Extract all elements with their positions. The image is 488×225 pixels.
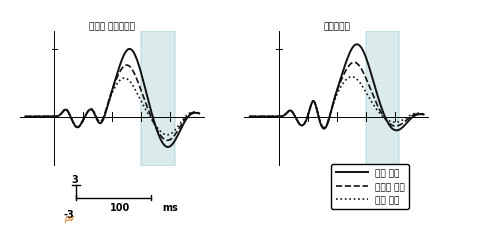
Text: -3: -3 [64,209,75,220]
Text: 3: 3 [71,174,78,184]
Text: ms: ms [162,202,178,212]
Text: 100: 100 [110,202,131,212]
Title: 분열형 인격성향군: 분열형 인격성향군 [89,22,135,31]
Bar [141,32,175,166]
Text: μv: μv [64,213,75,222]
Legend: 일치 조건, 불일치 조건, 중립 조건: 일치 조건, 불일치 조건, 중립 조건 [331,164,409,209]
Title: 정상통제군: 정상통제군 [323,22,350,31]
Bar [366,32,399,166]
